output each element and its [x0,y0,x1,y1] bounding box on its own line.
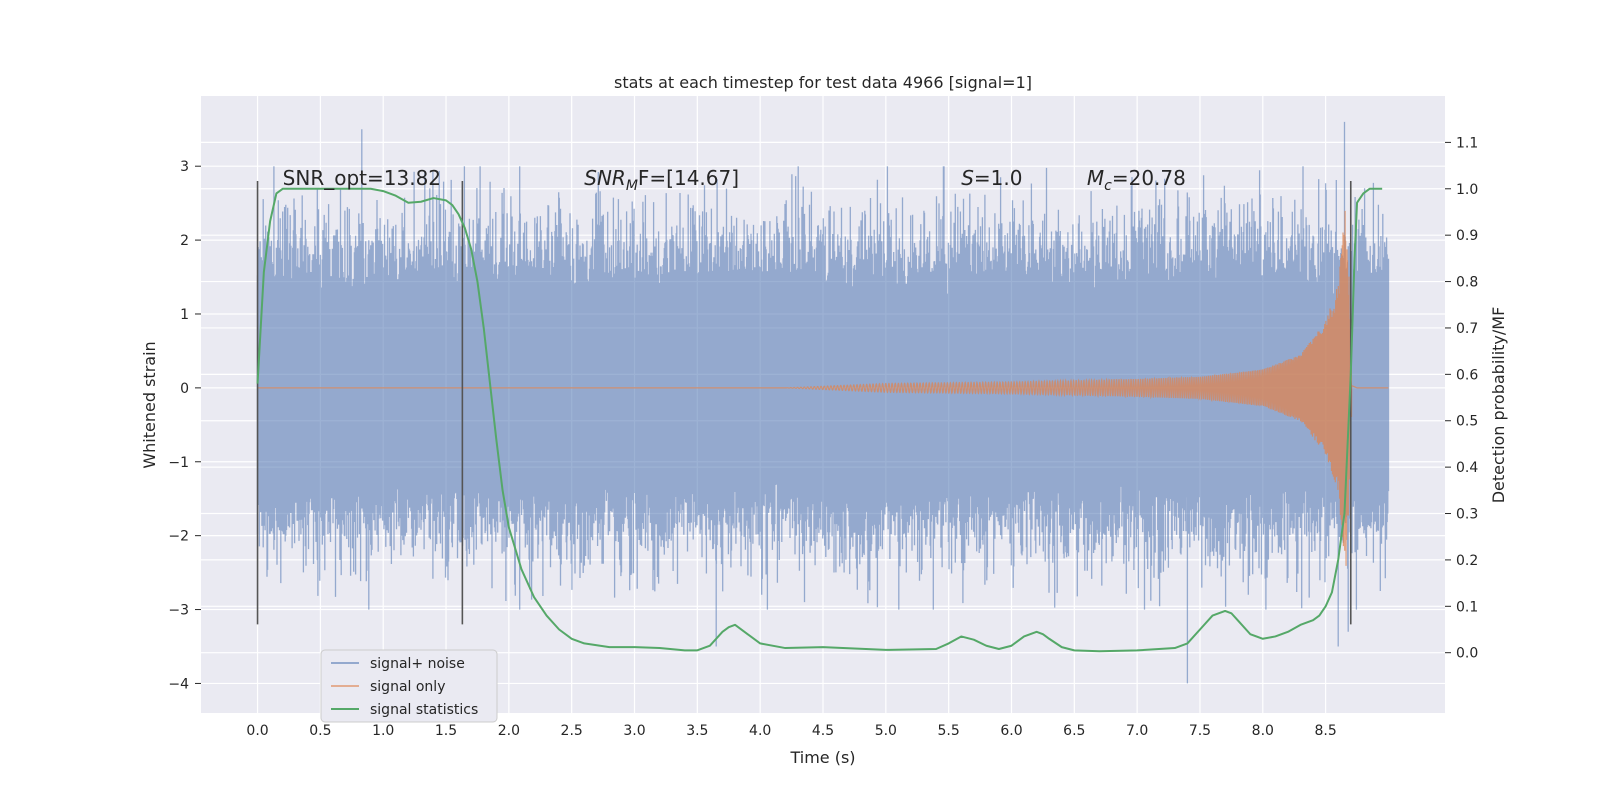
x-tick-label: 2.0 [498,723,520,739]
y2-axis-label: Detection probability/MF [1489,307,1508,504]
y2-tick-label: 0.2 [1456,553,1478,569]
legend-label-statistics: signal statistics [370,702,478,718]
y2-tick-label: 0.6 [1456,367,1478,383]
x-tick-label: 8.5 [1314,723,1336,739]
y2-tick-label: 0.4 [1456,460,1478,476]
y2-tick-label: 0.9 [1456,228,1478,244]
y2-tick-label: 0.7 [1456,321,1478,337]
y-tick-label: −2 [168,529,189,545]
y2-tick-label: 1.1 [1456,135,1478,151]
y-tick-label: −1 [168,455,189,471]
annotation-text: SNRMF=[14.67] [584,166,739,194]
x-tick-label: 5.5 [938,723,960,739]
legend-label-signal: signal only [370,679,445,695]
y2-tick-label: 0.8 [1456,275,1478,291]
y-tick-label: 0 [180,381,189,397]
y-axis-ticks: 3 2 1 0 −1 −2 −3 −4 [168,159,201,692]
x-tick-label: 5.0 [875,723,897,739]
statistics-trace [256,187,1383,653]
x-tick-label: 7.5 [1189,723,1211,739]
x-tick-label: 1.5 [435,723,457,739]
x-tick-label: 0.5 [309,723,331,739]
x-tick-label: 2.5 [561,723,583,739]
x-axis-label: Time (s) [789,748,855,767]
x-tick-label: 6.0 [1000,723,1022,739]
y-tick-label: −4 [168,676,189,692]
x-tick-label: 3.0 [623,723,645,739]
annotation-text: Mc=20.78 [1087,166,1186,194]
annotations: SNR_opt=13.82 SNRMF=[14.67] S=1.0 Mc=20.78 [283,166,1186,194]
x-tick-label: 7.0 [1126,723,1148,739]
y2-tick-label: 0.5 [1456,414,1478,430]
y2-tick-label: 1.0 [1456,182,1478,198]
vertical-markers [256,180,1352,625]
x-tick-label: 3.5 [686,723,708,739]
x-tick-label: 0.0 [246,723,268,739]
y-tick-label: −3 [168,603,189,619]
y2-tick-label: 0.3 [1456,507,1478,523]
chart-title: stats at each timestep for test data 496… [614,73,1032,92]
x-tick-label: 1.0 [372,723,394,739]
x-tick-label: 8.0 [1252,723,1274,739]
y2-axis-ticks: 1.1 1.0 0.9 0.8 0.7 0.6 0.5 0.4 0.3 0.2 0.1 0.0 [1445,135,1478,662]
y-axis-label: Whitened strain [140,341,159,468]
x-tick-label: 4.5 [812,723,834,739]
y2-tick-label: 0.1 [1456,599,1478,615]
x-tick-label: 6.5 [1063,723,1085,739]
series-signal-statistics [256,187,1383,653]
y-tick-label: 2 [180,233,189,249]
y-tick-label: 1 [180,307,189,323]
y-tick-label: 3 [180,159,189,175]
annotation-text: S=1.0 [961,166,1022,190]
x-axis-ticks: 0.0 0.5 1.0 1.5 2.0 2.5 3.0 3.5 4.0 4.5 5.0 5.5 6.0 6… [246,723,1336,739]
series-signal-only [257,210,1389,566]
x-tick-label: 4.0 [749,723,771,739]
annotation-text: SNR_opt=13.82 [283,166,441,190]
legend-label-noise: signal+ noise [370,656,465,672]
legend: signal+ noise signal only signal statist… [320,649,498,723]
y2-tick-label: 0.0 [1456,646,1478,662]
signal-trace [257,210,1389,566]
legend-box [320,649,498,723]
